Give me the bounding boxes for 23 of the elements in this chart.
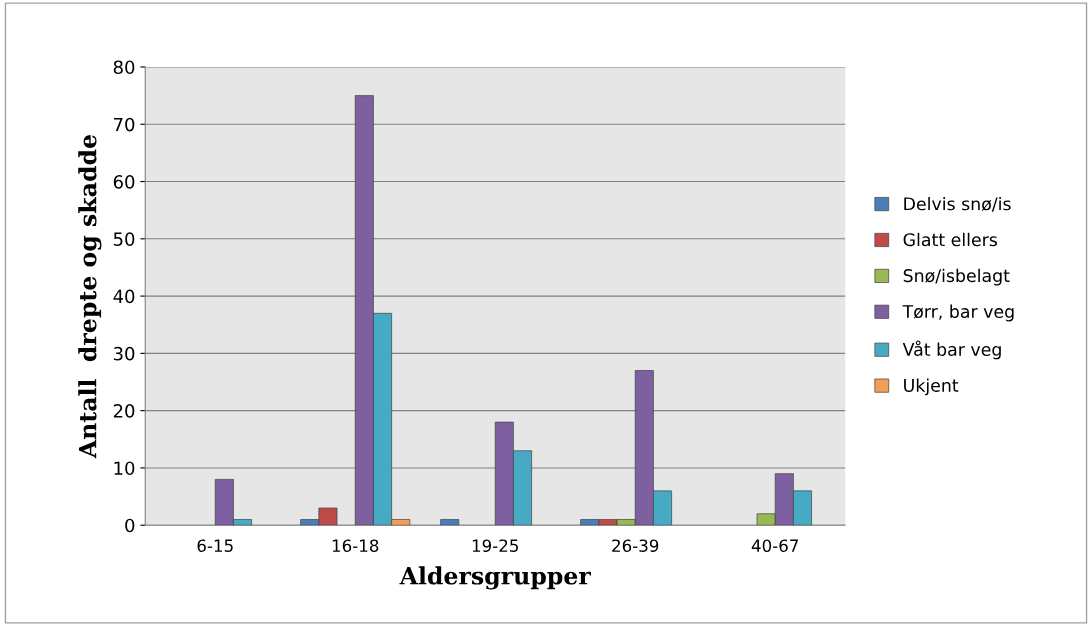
- y-tick-label: 70: [114, 117, 135, 132]
- legend-label: Tørr, bar veg: [902, 304, 1014, 322]
- y-tick-label: 50: [113, 232, 135, 246]
- legend-label: Ukjent: [904, 378, 959, 396]
- y-tick-label: 0: [125, 518, 135, 533]
- y-tick-label: 20: [113, 404, 135, 418]
- legend-label: Delvis snø/is: [904, 196, 1011, 212]
- y-axis-title: Antall drepte og skadde: [78, 135, 102, 459]
- y-tick-label: 40: [113, 289, 135, 304]
- y-tick-label: 30: [113, 346, 135, 361]
- x-tick-label: 19-25: [472, 539, 518, 552]
- x-tick-label: 40-67: [751, 539, 798, 552]
- y-tick-label: 80: [113, 60, 135, 75]
- legend-label: Våt bar veg: [902, 340, 1001, 360]
- x-tick-label: 6-15: [197, 539, 233, 552]
- legend-label: Glatt ellers: [903, 232, 997, 247]
- legend-label: Snø/isbelagt: [903, 268, 1010, 286]
- y-tick-label: 10: [114, 461, 135, 476]
- x-tick-label: 26-39: [612, 539, 659, 552]
- y-tick-label: 60: [113, 175, 135, 189]
- bar: [440, 519, 460, 526]
- x-tick-label: 16-18: [332, 539, 379, 552]
- x-axis-title: Aldersgrupper: [399, 566, 592, 590]
